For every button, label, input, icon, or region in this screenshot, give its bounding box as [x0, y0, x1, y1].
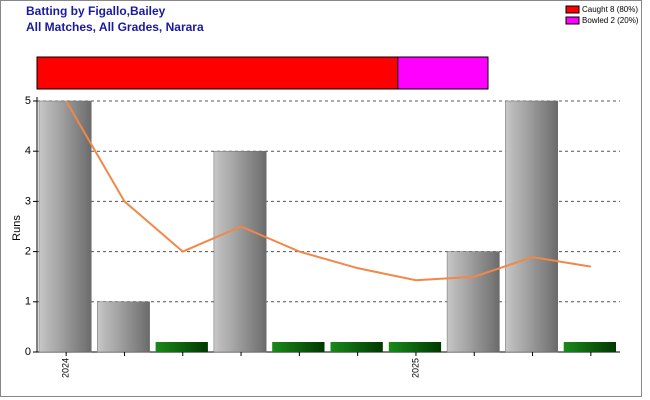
- y-tick-label: 3: [25, 195, 31, 207]
- bar: [446, 251, 500, 353]
- y-tick-label: 0: [25, 346, 31, 358]
- x-tick-label: 2025: [410, 358, 420, 378]
- dismissal-segment: [397, 56, 489, 90]
- bar: [213, 150, 267, 353]
- y-tick-label: 1: [25, 296, 31, 308]
- dismissal-segment: [36, 56, 399, 90]
- chart-subtitle: All Matches, All Grades, Narara: [26, 20, 204, 34]
- duck-bar: [272, 342, 325, 352]
- x-tick-label: 2024: [61, 358, 71, 378]
- y-tick-label: 5: [25, 95, 31, 107]
- bar: [97, 301, 150, 353]
- duck-bar: [330, 342, 383, 352]
- legend-text: Caught 8 (80%): [582, 5, 638, 14]
- y-tick-label: 2: [25, 246, 31, 258]
- duck-bar: [388, 342, 442, 352]
- legend-text: Bowled 2 (20%): [582, 16, 639, 25]
- y-tick-label: 4: [25, 145, 31, 157]
- bar: [38, 100, 92, 353]
- duck-bar: [563, 342, 616, 352]
- duck-bar: [155, 342, 208, 352]
- bar: [505, 100, 558, 353]
- legend-swatch: [565, 5, 580, 14]
- legend-swatch: [565, 16, 580, 25]
- y-axis-label: Runs: [11, 215, 23, 241]
- chart-title: Batting by Figallo,Bailey: [26, 4, 166, 18]
- average-line: [65, 100, 592, 282]
